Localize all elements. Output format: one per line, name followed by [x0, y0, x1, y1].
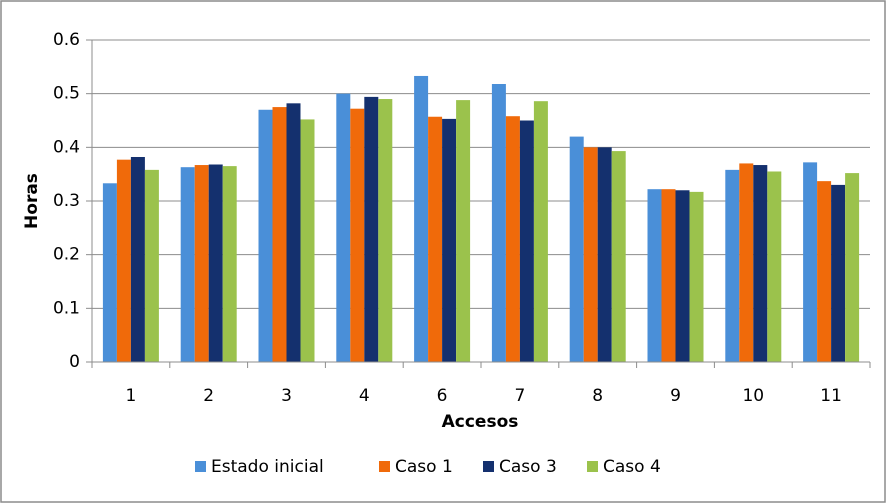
y-tick-label: 0.4 — [53, 137, 80, 157]
y-axis-title: Horas — [22, 173, 42, 229]
bar — [130, 156, 145, 362]
bar — [180, 167, 195, 362]
legend-swatch — [195, 461, 206, 472]
bar — [272, 107, 287, 362]
y-tick-label: 0.3 — [53, 191, 80, 211]
x-tick-label: 8 — [592, 386, 603, 406]
bar — [222, 166, 237, 362]
y-tick-label: 0.1 — [53, 298, 80, 318]
bar — [831, 184, 846, 362]
bar — [194, 165, 209, 362]
legend-swatch — [483, 461, 494, 472]
y-tick-label: 0 — [69, 352, 80, 372]
bar — [456, 100, 471, 363]
bar — [661, 189, 676, 362]
bar — [675, 190, 690, 362]
bar — [845, 173, 860, 362]
bar — [767, 171, 782, 362]
bar — [102, 183, 117, 362]
bar — [647, 189, 662, 362]
x-axis-title: Accesos — [442, 412, 519, 432]
y-tick-label: 0.6 — [53, 30, 80, 50]
legend-label: Caso 1 — [395, 457, 453, 477]
bar — [569, 136, 584, 362]
bar — [414, 75, 429, 362]
bar — [611, 151, 626, 362]
bar — [350, 108, 365, 363]
bar — [817, 181, 832, 362]
bar — [583, 147, 598, 362]
legend-label: Caso 3 — [499, 457, 557, 477]
bar — [753, 165, 768, 362]
x-tick-label: 10 — [742, 386, 764, 406]
bar — [597, 147, 612, 362]
legend-label: Caso 4 — [603, 457, 661, 477]
bar — [803, 162, 818, 362]
bar — [505, 116, 520, 362]
y-tick-label: 0.2 — [53, 245, 80, 265]
bar — [286, 103, 301, 363]
bar — [519, 120, 534, 362]
bar — [300, 119, 315, 362]
x-tick-label: 1 — [125, 386, 136, 406]
bar — [116, 159, 131, 362]
x-tick-label: 3 — [281, 386, 292, 406]
bar — [725, 169, 740, 362]
bar — [428, 116, 443, 362]
legend-swatch — [587, 461, 598, 472]
bar — [491, 84, 506, 363]
x-tick-label: 6 — [437, 386, 448, 406]
x-tick-label: 11 — [820, 386, 842, 406]
bar — [364, 96, 379, 363]
x-tick-label: 9 — [670, 386, 681, 406]
bar — [442, 118, 457, 362]
legend-swatch — [379, 461, 390, 472]
bar — [378, 99, 393, 363]
bar — [689, 191, 704, 362]
x-tick-label: 4 — [359, 386, 370, 406]
bar — [533, 101, 548, 363]
bar — [336, 93, 351, 363]
x-tick-label: 7 — [514, 386, 525, 406]
y-tick-label: 0.5 — [53, 84, 80, 104]
bar — [144, 169, 159, 362]
bar — [208, 164, 223, 362]
legend-label: Estado inicial — [211, 457, 324, 477]
bar — [739, 163, 754, 362]
x-tick-label: 2 — [203, 386, 214, 406]
bar — [258, 109, 273, 363]
